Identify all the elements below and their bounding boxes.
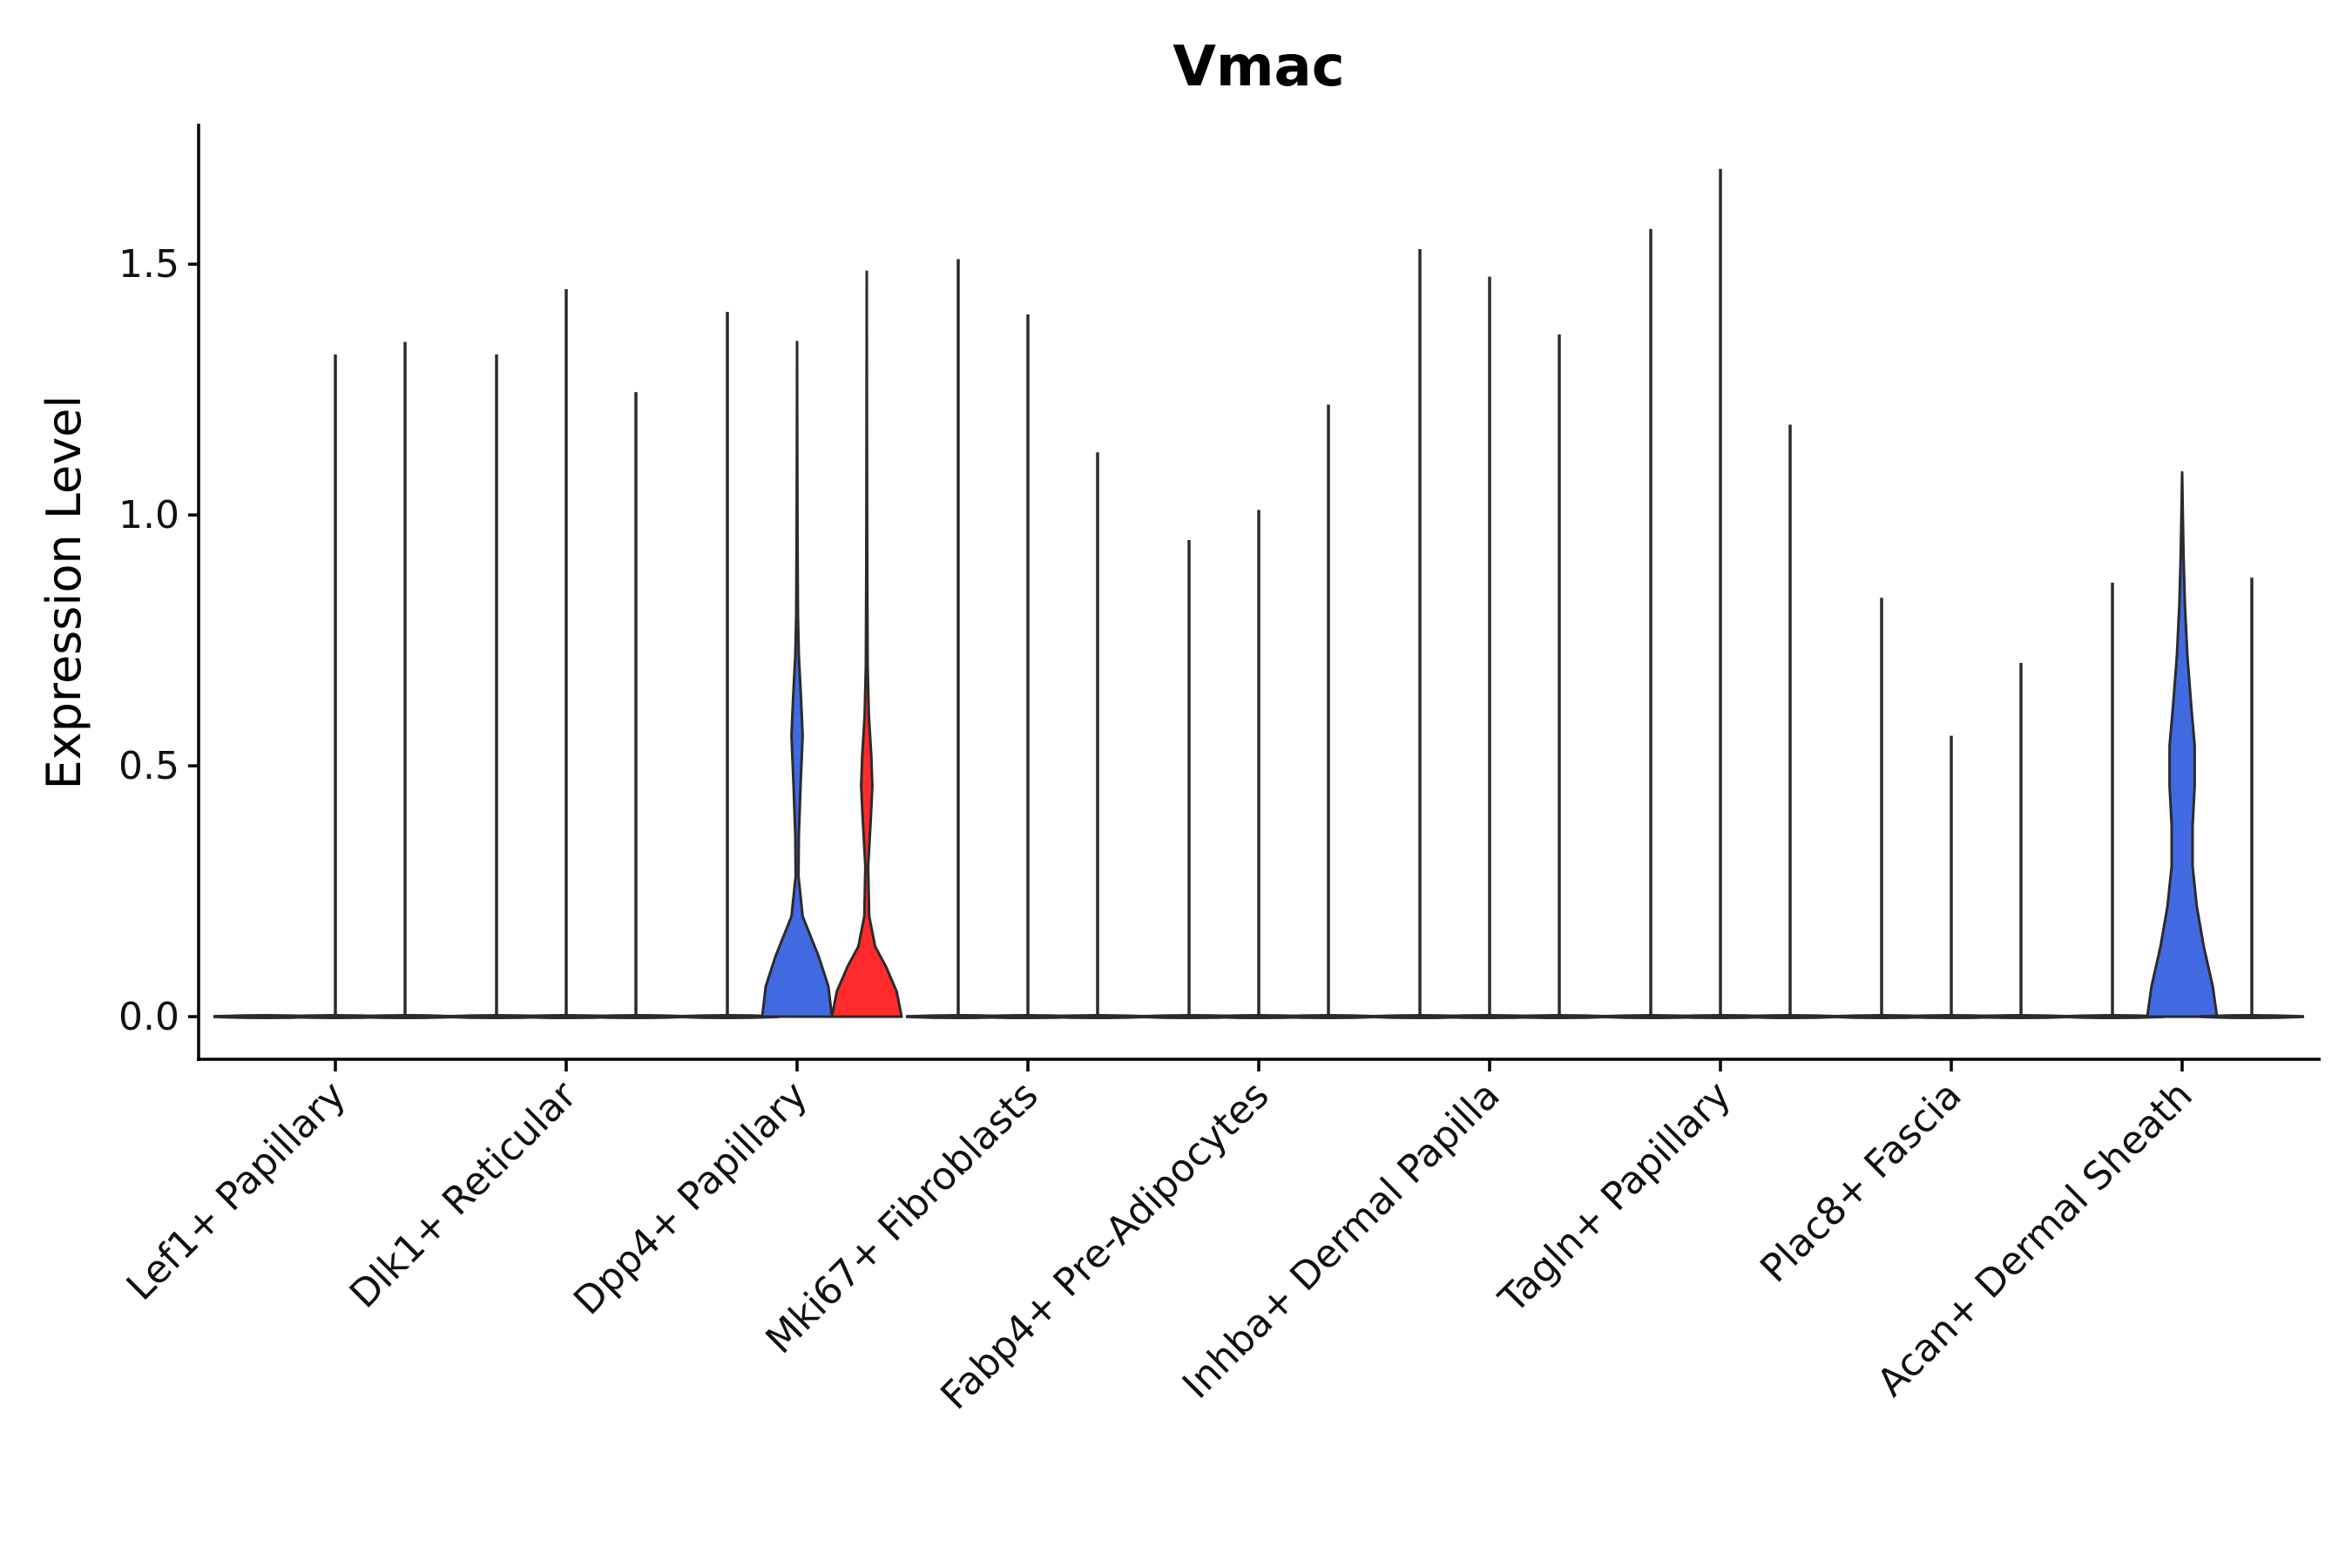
y-tick-label: 1.0 [118,493,179,537]
x-tick-label: Dpp4+ Papillary [565,1073,816,1324]
violin-22 [1828,598,1935,1020]
violin-body [2146,470,2219,1018]
violin-body [760,341,834,1018]
violin-7 [674,311,781,1020]
x-tick-label: Tagln+ Papillary [1490,1073,1740,1322]
violin-9 [830,270,903,1018]
y-tick-label: 0.0 [118,995,179,1039]
violin-20 [1667,168,1774,1020]
violin-body [2199,1014,2305,1020]
y-axis-ticks: 0.0 0.5 1.0 1.5 [118,242,199,1039]
x-tick-label: Plac8+ Fascia [1752,1073,1970,1292]
violin-5 [513,289,619,1020]
violin-21 [1737,424,1843,1020]
violin-11 [975,314,1081,1020]
y-axis-label: Expression Level [37,395,91,790]
chart-title: Vmac [1173,35,1344,99]
violin-16 [1367,248,1473,1020]
x-tick-label: Dlk1+ Reticular [341,1072,586,1317]
violin-18 [1506,334,1612,1020]
violin-27 [2199,578,2305,1020]
violin-23 [1898,735,2004,1020]
violin-24 [1968,663,2074,1020]
violin-25 [2059,582,2166,1020]
violin-3 [352,341,458,1020]
violin-body [830,270,903,1018]
violin-19 [1598,228,1704,1020]
violin-14 [1206,510,1312,1020]
violin-13 [1136,539,1242,1020]
violin-15 [1275,404,1382,1020]
violin-2 [282,354,389,1020]
y-tick-label: 0.5 [118,744,179,788]
violin-10 [905,259,1011,1020]
plot-area [213,168,2305,1020]
violin-12 [1044,452,1151,1020]
violin-17 [1436,276,1543,1020]
violin-6 [583,392,689,1020]
violin-4 [443,354,550,1020]
x-tick-label: Lef1+ Papillary [118,1073,355,1309]
violin-26 [2146,470,2219,1018]
y-tick-label: 1.5 [118,242,179,287]
violin-8 [760,341,834,1018]
